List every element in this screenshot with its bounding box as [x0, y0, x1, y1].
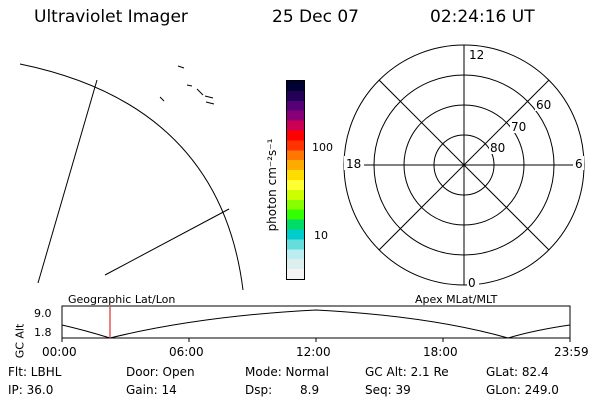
polar-diagonal-2: [378, 79, 550, 251]
glon-readout: GLon: 249.0: [486, 383, 559, 397]
polar-label-18: 18: [346, 157, 361, 171]
timeline-xtick-4: 23:59: [554, 345, 589, 359]
gain-readout: Gain: 14: [126, 383, 177, 397]
meridian-line: [37, 79, 98, 284]
timeline-left-label: Geographic Lat/Lon: [68, 293, 176, 306]
glat-readout: GLat: 82.4: [486, 365, 549, 379]
timeline-frame: [61, 305, 571, 339]
timeline-ytick-bottom: 1.8: [34, 326, 52, 339]
polar-label-0: 0: [468, 276, 476, 290]
gc-alt-readout: GC Alt: 2.1 Re: [365, 365, 449, 379]
timeline-xtick-3: 18:00: [423, 345, 458, 359]
timeline-xtick-2: 12:00: [296, 345, 331, 359]
dsp-value: 8.9: [300, 383, 320, 397]
dsp-label: Dsp:: [245, 383, 273, 397]
coastline-fragments: [159, 65, 215, 105]
earth-limb-arc: [19, 63, 244, 291]
mode-readout: Mode: Normal: [245, 365, 329, 379]
time-label: 02:24:16 UT: [430, 7, 535, 27]
date-label: 25 Dec 07: [272, 7, 359, 27]
seq-readout: Seq: 39: [365, 383, 411, 397]
timeline-xtick-1: 06:00: [169, 345, 204, 359]
polar-label-6: 6: [575, 157, 583, 171]
altitude-curve: [61, 309, 571, 339]
door-readout: Door: Open: [126, 365, 195, 379]
polar-ring-label-70: 70: [511, 120, 526, 134]
instrument-title: Ultraviolet Imager: [34, 7, 188, 27]
polar-ring-label-80: 80: [490, 141, 505, 155]
timeline-right-label: Apex MLat/MLT: [415, 293, 498, 306]
parallel-line: [104, 208, 230, 276]
timeline-xtick-0: 00:00: [42, 345, 77, 359]
colorbar-tick-100: 100: [312, 141, 333, 154]
colorbar-tick-10: 10: [314, 229, 328, 242]
filter-readout: Flt: LBHL: [8, 365, 62, 379]
polar-label-12: 12: [469, 48, 484, 62]
ip-readout: IP: 36.0: [8, 383, 54, 397]
timeline-ytick-top: 9.0: [34, 307, 52, 320]
polar-ring-label-60: 60: [536, 98, 551, 112]
colorbar: [286, 80, 305, 280]
